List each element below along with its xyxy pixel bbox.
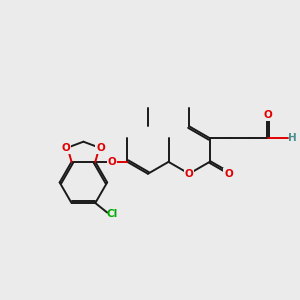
Text: H: H <box>288 133 297 143</box>
Text: O: O <box>263 110 272 120</box>
Text: O: O <box>224 169 233 179</box>
Text: O: O <box>97 142 105 153</box>
Text: O: O <box>108 157 116 167</box>
Text: Cl: Cl <box>106 208 118 219</box>
Text: O: O <box>61 142 70 153</box>
Text: O: O <box>185 169 194 179</box>
